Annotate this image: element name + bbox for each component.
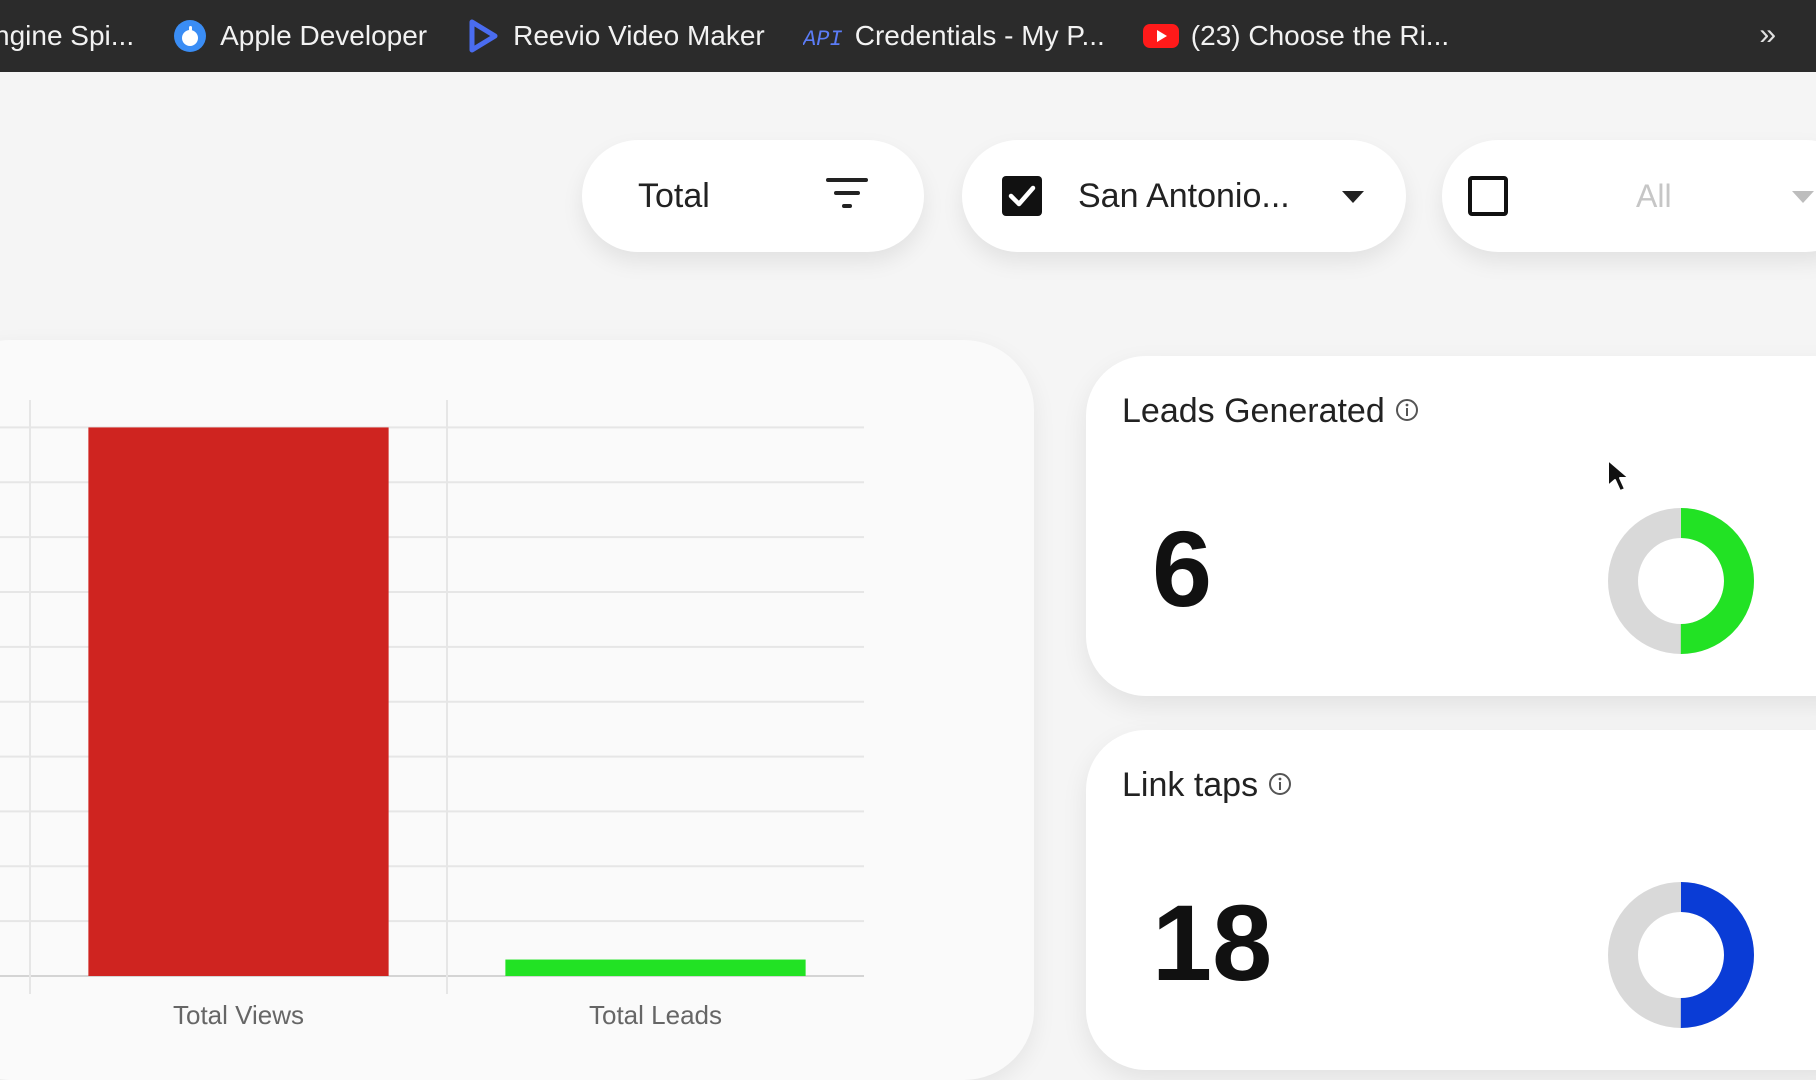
bookmark-label: Reevio Video Maker <box>513 20 765 51</box>
bookmark-label: ngine Spi... <box>0 20 135 51</box>
leads-generated-label: Leads Generated <box>1122 392 1385 430</box>
taps-donut-arc <box>1608 882 1754 1028</box>
bookmark-label: Apple Developer <box>220 20 428 51</box>
leads-generated-card: Leads Generated 6 <box>1086 356 1816 696</box>
bar-total-views <box>88 427 389 976</box>
bookmark-apple-developer[interactable]: Apple Developer <box>172 18 427 54</box>
link-taps-value: 18 <box>1152 882 1273 1003</box>
all-dropdown-label: All <box>1636 177 1672 214</box>
taps-donut-chart <box>1608 882 1754 1028</box>
info-icon[interactable] <box>1395 392 1419 431</box>
bookmark-label: Credentials - My P... <box>854 20 1105 51</box>
filter-icon <box>826 176 868 215</box>
x-tick-label: Total Views <box>173 1000 304 1030</box>
bar-chart-card: Total Views Total Leads <box>0 340 1034 1080</box>
bookmark-label: (23) Choose the Ri... <box>1190 20 1450 51</box>
bookmark-credentials[interactable]: API Credentials - My P... <box>803 18 1105 54</box>
leads-generated-value: 6 <box>1152 508 1213 629</box>
bookmark-youtube[interactable]: (23) Choose the Ri... <box>1142 18 1450 54</box>
api-icon: API <box>803 18 843 54</box>
total-filter-label: Total <box>638 176 710 215</box>
apple-logo-icon <box>172 18 208 54</box>
city-checkbox[interactable] <box>1002 176 1042 216</box>
x-tick-label: Total Leads <box>589 1000 722 1030</box>
caret-down-icon <box>1342 190 1364 208</box>
link-taps-title: Link taps <box>1122 766 1292 805</box>
leads-donut-arc <box>1608 508 1754 654</box>
play-triangle-icon <box>465 18 501 54</box>
total-filter-button[interactable]: Total <box>582 140 924 252</box>
leads-donut-chart <box>1608 508 1754 654</box>
bar-chart: Total Views Total Leads <box>0 400 864 1030</box>
all-checkbox[interactable] <box>1468 176 1508 216</box>
api-icon-text: API <box>803 27 843 51</box>
all-dropdown[interactable]: All <box>1442 140 1816 252</box>
city-dropdown-label: San Antonio... <box>1078 176 1290 215</box>
caret-down-icon <box>1792 190 1814 208</box>
link-taps-label: Link taps <box>1122 766 1259 804</box>
bar-total-leads <box>505 959 806 976</box>
info-icon[interactable] <box>1268 766 1292 805</box>
city-dropdown[interactable]: San Antonio... <box>962 140 1406 252</box>
link-taps-card: Link taps 18 <box>1086 730 1816 1070</box>
check-icon <box>1008 185 1036 207</box>
youtube-icon <box>1142 18 1179 54</box>
bookmark-reevio-video-maker[interactable]: Reevio Video Maker <box>465 18 765 54</box>
bookmarks-overflow-icon[interactable]: » <box>1759 18 1776 51</box>
bookmark-engine-spi[interactable]: ngine Spi... <box>0 20 134 52</box>
bookmarks-bar: ngine Spi... Apple Developer Reevio Vide… <box>0 0 1816 72</box>
mouse-cursor-icon <box>1606 458 1632 499</box>
leads-generated-title: Leads Generated <box>1122 392 1419 431</box>
